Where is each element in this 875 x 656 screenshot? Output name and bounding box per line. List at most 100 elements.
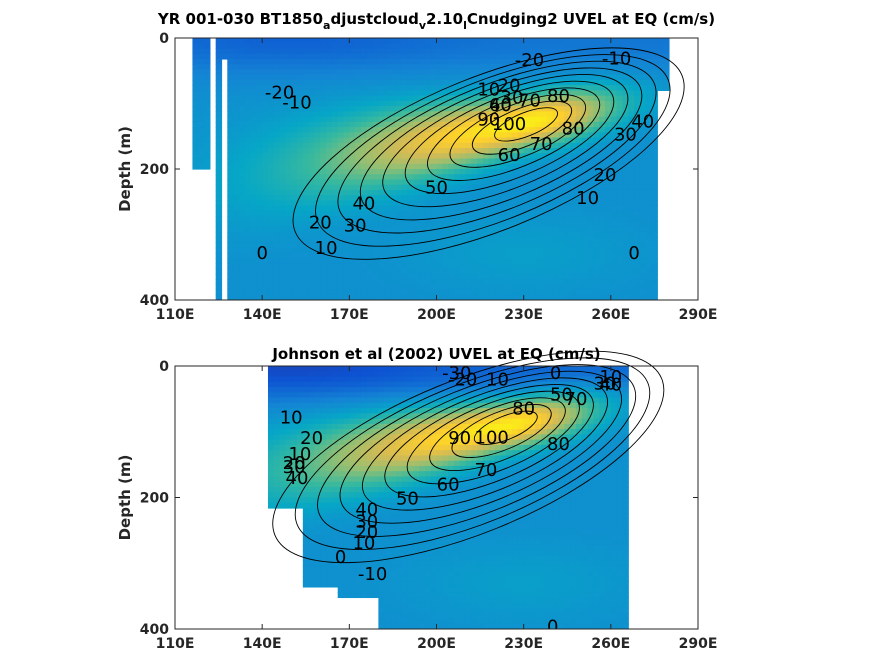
- heatmap-cell: [285, 195, 292, 202]
- heatmap-cell: [390, 64, 397, 71]
- heatmap-cell: [331, 247, 339, 254]
- heatmap-cell: [302, 486, 310, 493]
- heatmap-cell: [326, 366, 333, 372]
- heatmap-cell: [419, 158, 426, 165]
- heatmap-cell: [285, 221, 292, 228]
- heatmap-cell: [384, 597, 391, 604]
- heatmap-cell: [634, 53, 641, 60]
- heatmap-cell: [215, 289, 223, 296]
- heatmap-cell: [238, 237, 246, 243]
- heatmap-cell: [494, 127, 502, 133]
- heatmap-cell: [378, 597, 385, 604]
- heatmap-cell: [355, 450, 362, 457]
- heatmap-cell: [419, 43, 426, 50]
- heatmap-cell: [378, 444, 385, 451]
- heatmap-cell: [622, 289, 629, 296]
- heatmap-cell: [337, 576, 345, 583]
- heatmap-cell: [390, 163, 397, 170]
- heatmap-cell: [384, 397, 391, 404]
- heatmap-cell: [430, 153, 438, 160]
- heatmap-cell: [372, 471, 379, 478]
- heatmap-cell: [401, 502, 409, 509]
- heatmap-cell: [401, 53, 409, 60]
- heatmap-cell: [616, 258, 624, 264]
- heatmap-cell: [634, 189, 641, 196]
- heatmap-cell: [355, 576, 362, 583]
- heatmap-cell: [267, 450, 275, 457]
- heatmap-cell: [390, 179, 397, 186]
- heatmap-cell: [320, 90, 327, 97]
- heatmap-cell: [546, 100, 554, 107]
- heatmap-cell: [581, 116, 589, 123]
- heatmap-cell: [215, 242, 223, 249]
- heatmap-cells: [267, 366, 629, 630]
- heatmap-cell: [453, 284, 461, 291]
- heatmap-cell: [546, 64, 554, 71]
- heatmap-cell: [372, 418, 379, 425]
- heatmap-cell: [297, 142, 304, 149]
- heatmap-cell: [622, 158, 629, 165]
- heatmap-cell: [331, 539, 339, 546]
- contour-line: [292, 47, 685, 260]
- heatmap-cell: [320, 142, 327, 149]
- heatmap-cell: [419, 268, 426, 275]
- heatmap-cell: [360, 397, 368, 404]
- heatmap-cell: [482, 121, 490, 128]
- heatmap-cell: [401, 226, 409, 233]
- heatmap-cell: [558, 289, 565, 296]
- heatmap-cell: [343, 158, 350, 165]
- heatmap-cell: [343, 279, 350, 285]
- heatmap-cell: [198, 79, 205, 86]
- heatmap-cell: [413, 184, 420, 191]
- heatmap-cell: [395, 43, 403, 50]
- heatmap-cell: [471, 132, 478, 139]
- heatmap-cell: [262, 231, 269, 238]
- heatmap-cell: [331, 371, 339, 378]
- heatmap-cell: [302, 565, 310, 572]
- heatmap-cell: [262, 294, 269, 301]
- heatmap-cell: [355, 571, 362, 577]
- heatmap-cell: [419, 252, 426, 259]
- heatmap-cell: [436, 64, 443, 71]
- heatmap-cell: [558, 48, 565, 55]
- heatmap-cell: [517, 284, 525, 291]
- heatmap-cell: [320, 413, 327, 420]
- heatmap-cell: [378, 38, 385, 44]
- heatmap-cell: [355, 294, 362, 301]
- heatmap-cell: [273, 221, 281, 228]
- heatmap-cell: [384, 195, 391, 202]
- heatmap-cell: [605, 237, 612, 243]
- heatmap-cell: [378, 79, 385, 86]
- heatmap-cell: [645, 279, 653, 285]
- heatmap-cell: [407, 492, 414, 499]
- heatmap-cell: [645, 252, 653, 259]
- heatmap-cell: [529, 289, 536, 296]
- heatmap-cell: [355, 179, 362, 186]
- heatmap-cell: [302, 273, 310, 280]
- heatmap-cell: [419, 258, 426, 264]
- heatmap-cell: [238, 142, 246, 149]
- heatmap-cell: [575, 226, 583, 233]
- heatmap-cell: [297, 258, 304, 264]
- heatmap-cell: [546, 210, 554, 217]
- heatmap-cell: [424, 64, 432, 71]
- heatmap-cell: [320, 195, 327, 202]
- heatmap-cell: [413, 418, 420, 425]
- heatmap-cell: [355, 550, 362, 556]
- heatmap-cell: [227, 263, 234, 270]
- heatmap-cell: [326, 471, 333, 478]
- heatmap-cell: [605, 216, 612, 222]
- heatmap-cell: [558, 279, 565, 285]
- heatmap-cell: [337, 69, 345, 76]
- heatmap-cell: [459, 121, 467, 128]
- heatmap-cell: [552, 121, 560, 128]
- heatmap-cell: [262, 242, 269, 249]
- heatmap-cell: [500, 263, 507, 270]
- heatmap-cell: [349, 148, 356, 154]
- heatmap-cell: [424, 106, 432, 112]
- heatmap-cell: [401, 529, 409, 535]
- heatmap-cell: [523, 38, 531, 44]
- heatmap-cell: [424, 148, 432, 154]
- heatmap-cell: [366, 371, 374, 378]
- heatmap-cell: [599, 221, 606, 228]
